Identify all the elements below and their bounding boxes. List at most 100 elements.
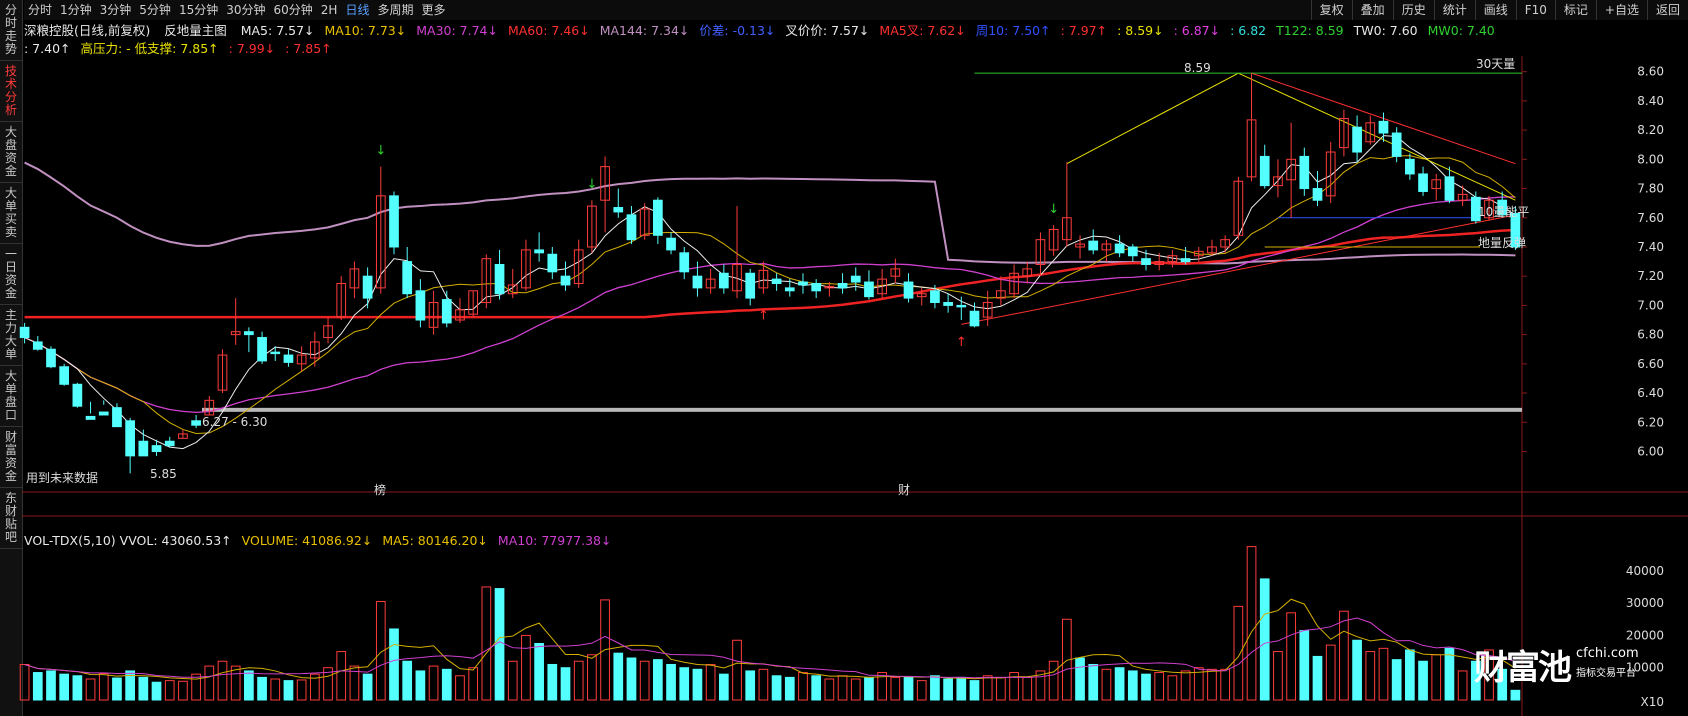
side-tab-6[interactable]: 大单盘口 [0, 366, 22, 427]
volume-bar [692, 668, 703, 701]
volume-legend-item-2: MA5: 80146.20↓ [382, 533, 488, 548]
legend-item-13: T122: 8.59 [1276, 23, 1344, 38]
high-label: 8.59 [1184, 61, 1211, 75]
sell-arrow-icon: ↓ [1048, 202, 1059, 217]
volume-bar [494, 588, 505, 701]
indicator-name[interactable]: 反地量主图 [164, 23, 227, 38]
candle-body [534, 249, 544, 254]
volume-legend-item-0: VOL-TDX(5,10) VVOL: 43060.53↑ [24, 533, 232, 548]
volume-bar [824, 678, 835, 701]
toolbar-button-0[interactable]: 复权 [1310, 0, 1352, 20]
watermark: 财富池 cfchi.com 指标交易平台 [1474, 640, 1684, 700]
candle-body [257, 337, 267, 362]
volume-bar [1088, 663, 1099, 701]
volume-bar [600, 599, 610, 701]
period-tab-0[interactable]: 分时 [28, 3, 53, 17]
period-tab-3[interactable]: 5分钟 [139, 3, 171, 17]
candle-body [296, 354, 307, 365]
candle-body [1510, 212, 1521, 248]
candle-body [864, 281, 874, 298]
candle-body [784, 287, 795, 292]
toolbar-button-4[interactable]: 画线 [1474, 0, 1516, 20]
volume-legend-item-1: VOLUME: 41086.92↓ [241, 533, 373, 548]
side-tab-5[interactable]: 主力大单 [0, 305, 22, 366]
period-tab-5[interactable]: 30分钟 [226, 3, 266, 17]
volume-bar [679, 667, 690, 701]
toolbar-button-8[interactable]: 返回 [1646, 0, 1688, 20]
sell-arrow-icon: ↓ [375, 144, 386, 159]
candle-body [547, 253, 558, 273]
candle-body [112, 407, 122, 428]
candle-body [877, 278, 887, 295]
candle-body [1325, 151, 1336, 197]
toolbar-button-6[interactable]: 标记 [1554, 0, 1596, 20]
toolbar-button-2[interactable]: 历史 [1392, 0, 1434, 20]
period-tab-6[interactable]: 60分钟 [273, 3, 313, 17]
price-tick-label: 6.60 [1637, 357, 1664, 371]
candle-body [982, 301, 993, 318]
candle-body [732, 264, 742, 292]
toolbar-button-1[interactable]: 叠加 [1351, 0, 1393, 20]
volume-bar [1484, 649, 1494, 701]
candle-body [1365, 122, 1376, 143]
side-tab-3[interactable]: 大单买卖 [0, 183, 22, 244]
volume-bar [1167, 675, 1178, 701]
period-tab-10[interactable]: 更多 [421, 3, 446, 17]
side-tab-0[interactable]: 分时走势 [0, 0, 22, 61]
candle-body [560, 275, 571, 286]
period-tab-2[interactable]: 3分钟 [99, 3, 132, 17]
candle-body [72, 383, 83, 407]
side-tab-4[interactable]: 一日资金 [0, 244, 22, 305]
candle-body [613, 207, 624, 213]
candle-body [1444, 176, 1455, 201]
candle-body [798, 281, 808, 286]
stock-name[interactable]: 深粮控股(日线,前复权) [24, 23, 151, 38]
period-tab-4[interactable]: 15分钟 [178, 3, 219, 17]
candle-body [164, 440, 175, 447]
legend-item-15: MW0: 7.40 [1427, 23, 1495, 38]
volume-bar [85, 678, 96, 701]
period-tab-1[interactable]: 1分钟 [60, 3, 92, 17]
volume-bar [877, 672, 887, 701]
volume-bar [257, 676, 267, 701]
candle-body [705, 278, 716, 289]
side-tab-1[interactable]: 技术分析 [0, 61, 22, 122]
side-tab-7[interactable]: 财富资金 [0, 427, 22, 488]
price-tick-label: 8.40 [1637, 94, 1664, 108]
volume-bar [349, 665, 360, 701]
legend-item-3: MA60: 7.46↓ [507, 23, 590, 38]
volume-bar [916, 680, 927, 701]
volume-bar [1114, 667, 1125, 701]
legend-item-2: MA30: 7.74↓ [416, 23, 498, 38]
side-tabs: 分时走势 技术分析 大盘资金 大单买卖 一日资金 主力大单 大单盘口 财富资金 东财贴吧 [0, 0, 23, 716]
right-label-1: 10量能平 [1478, 205, 1529, 219]
volume-bar [151, 681, 162, 701]
volume-bar [587, 654, 597, 701]
volume-bar [626, 657, 637, 701]
volume-bar [125, 670, 135, 701]
side-tab-8[interactable]: 东财贴吧 [0, 488, 22, 549]
volume-bar [666, 663, 676, 701]
period-tab-9[interactable]: 多周期 [377, 3, 414, 17]
marker-2: 财 [898, 483, 910, 497]
watermark-slogan: 指标交易平台 [1576, 668, 1636, 679]
volume-bar [1141, 673, 1151, 701]
volume-bar [1259, 578, 1270, 701]
candle-body [811, 282, 822, 292]
toolbar-button-7[interactable]: +自选 [1595, 0, 1647, 20]
candle-body [191, 420, 201, 426]
side-tab-2[interactable]: 大盘资金 [0, 122, 22, 183]
candle-body [1180, 258, 1191, 263]
candle-body [1259, 155, 1270, 187]
period-tab-7[interactable]: 2H [320, 3, 338, 17]
candle-body [494, 264, 505, 295]
volume-bar [718, 673, 729, 701]
volume-bar [1127, 670, 1138, 701]
toolbar-button-3[interactable]: 统计 [1433, 0, 1475, 20]
candle-body [1022, 268, 1033, 277]
period-tab-8[interactable]: 日线 [345, 3, 370, 17]
toolbar-button-5[interactable]: F10 [1515, 0, 1555, 20]
volume-bar [1273, 651, 1283, 701]
volume-bar [468, 667, 479, 701]
